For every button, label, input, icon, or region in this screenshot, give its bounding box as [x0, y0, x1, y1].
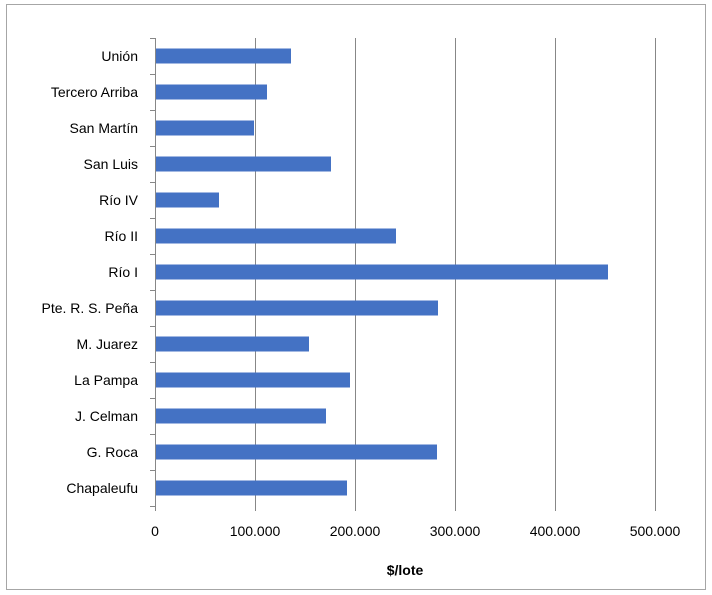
category-label-11: G. Roca	[87, 444, 139, 460]
category-label-9: La Pampa	[74, 372, 138, 388]
bar-12	[156, 480, 347, 496]
category-label-10: J. Celman	[75, 408, 138, 424]
bar-0	[156, 48, 291, 64]
category-label-3: San Luis	[84, 156, 138, 172]
x-axis-title: $/lote	[387, 562, 424, 578]
bar-3	[156, 156, 331, 172]
category-label-0: Unión	[101, 48, 138, 64]
category-label-2: San Martín	[70, 120, 138, 136]
bar-1	[156, 84, 267, 100]
bar-11	[156, 444, 437, 460]
category-label-5: Río II	[105, 228, 138, 244]
x-tick-label-4: 400.000	[530, 523, 581, 539]
x-tick-label-2: 200.000	[330, 523, 381, 539]
category-label-6: Río I	[108, 264, 138, 280]
category-label-4: Río IV	[99, 192, 139, 208]
category-label-8: M. Juarez	[77, 336, 138, 352]
bar-2	[156, 120, 254, 136]
x-tick-label-5: 500.000	[630, 523, 681, 539]
x-tick-label-0: 0	[151, 523, 159, 539]
bar-6	[156, 264, 608, 280]
bars	[156, 48, 608, 496]
category-label-12: Chapaleufu	[66, 480, 138, 496]
bar-10	[156, 408, 326, 424]
x-tick-label-1: 100.000	[230, 523, 281, 539]
bar-8	[156, 336, 309, 352]
x-tick-label-3: 300.000	[430, 523, 481, 539]
bar-5	[156, 228, 396, 244]
category-labels: Unión Tercero Arriba San Martín San Luis Río…	[42, 48, 139, 496]
tick-labels: 0 100.000 200.000 300.000 400.000 500.000	[151, 523, 680, 539]
bar-9	[156, 372, 350, 388]
bar-4	[156, 192, 219, 208]
bar-7	[156, 300, 438, 316]
axes	[150, 38, 656, 511]
category-label-7: Pte. R. S. Peña	[42, 300, 139, 316]
category-label-1: Tercero Arriba	[51, 84, 138, 100]
